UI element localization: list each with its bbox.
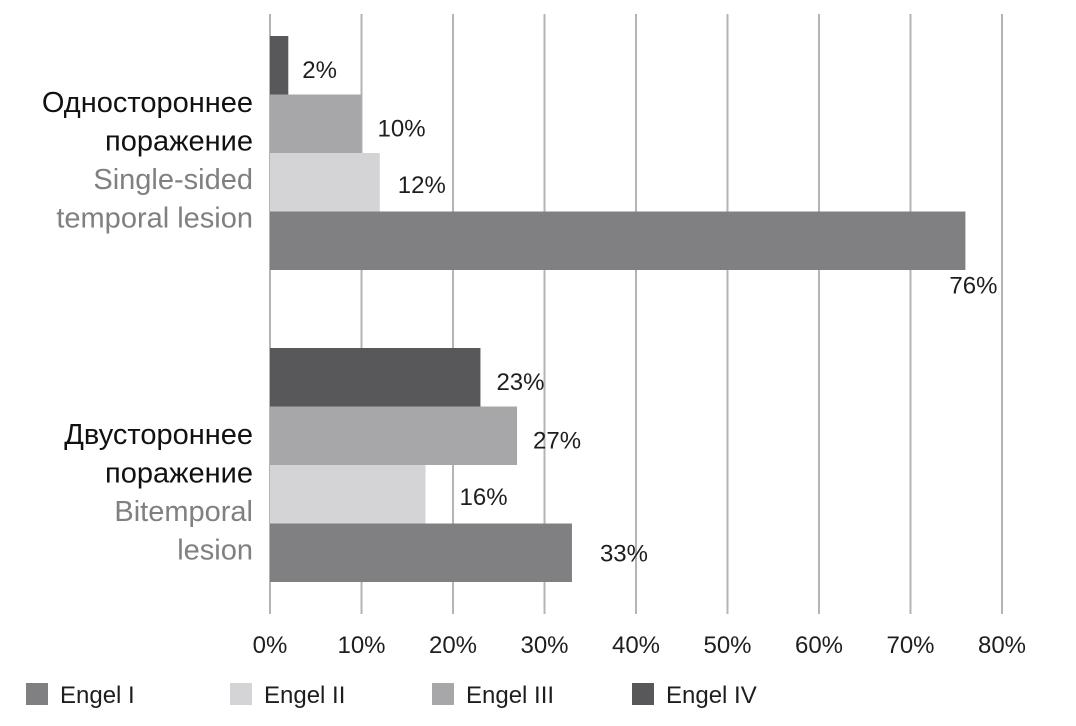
category-label-en: Single-sided bbox=[93, 164, 253, 196]
bar-engel-iv bbox=[270, 36, 289, 95]
legend-label: Engel II bbox=[264, 682, 345, 709]
legend-swatch bbox=[230, 683, 252, 705]
category-label-ru: поражение bbox=[105, 458, 253, 490]
data-label: 16% bbox=[460, 484, 508, 511]
data-label: 12% bbox=[398, 172, 446, 199]
category-label-en: lesion bbox=[177, 535, 253, 567]
x-tick-label: 40% bbox=[612, 632, 660, 659]
data-label: 27% bbox=[533, 428, 581, 455]
x-tick-label: 20% bbox=[429, 632, 477, 659]
bar-engel-i bbox=[270, 523, 572, 582]
x-tick-label: 10% bbox=[337, 632, 385, 659]
x-tick-label: 30% bbox=[520, 632, 568, 659]
legend-label: Engel IV bbox=[666, 682, 757, 709]
category-label-en: Bitemporal bbox=[114, 496, 253, 528]
category-label-en: temporal lesion bbox=[56, 203, 253, 235]
data-label: 76% bbox=[949, 273, 997, 300]
x-tick-label: 0% bbox=[253, 632, 288, 659]
legend-label: Engel I bbox=[60, 682, 135, 709]
x-tick-label: 60% bbox=[795, 632, 843, 659]
category-label-ru: Одностороннее bbox=[42, 87, 253, 119]
legend-label: Engel III bbox=[466, 682, 554, 709]
bar-engel-iv bbox=[270, 348, 481, 407]
data-label: 2% bbox=[302, 57, 337, 84]
data-label: 33% bbox=[600, 541, 648, 568]
bar-engel-iii bbox=[270, 94, 362, 153]
x-tick-label: 70% bbox=[886, 632, 934, 659]
category-label-ru: Двустороннее bbox=[64, 419, 253, 451]
legend-swatch bbox=[632, 683, 654, 705]
bar-engel-ii bbox=[270, 153, 380, 212]
bar-engel-iii bbox=[270, 406, 518, 465]
bar-engel-ii bbox=[270, 465, 426, 524]
category-label-ru: поражение bbox=[105, 126, 253, 158]
legend-swatch bbox=[26, 683, 48, 705]
data-label: 10% bbox=[378, 116, 426, 143]
legend-swatch bbox=[432, 683, 454, 705]
x-tick-label: 50% bbox=[703, 632, 751, 659]
data-label: 23% bbox=[496, 369, 544, 396]
x-tick-label: 80% bbox=[978, 632, 1026, 659]
bar-engel-i bbox=[270, 211, 966, 270]
